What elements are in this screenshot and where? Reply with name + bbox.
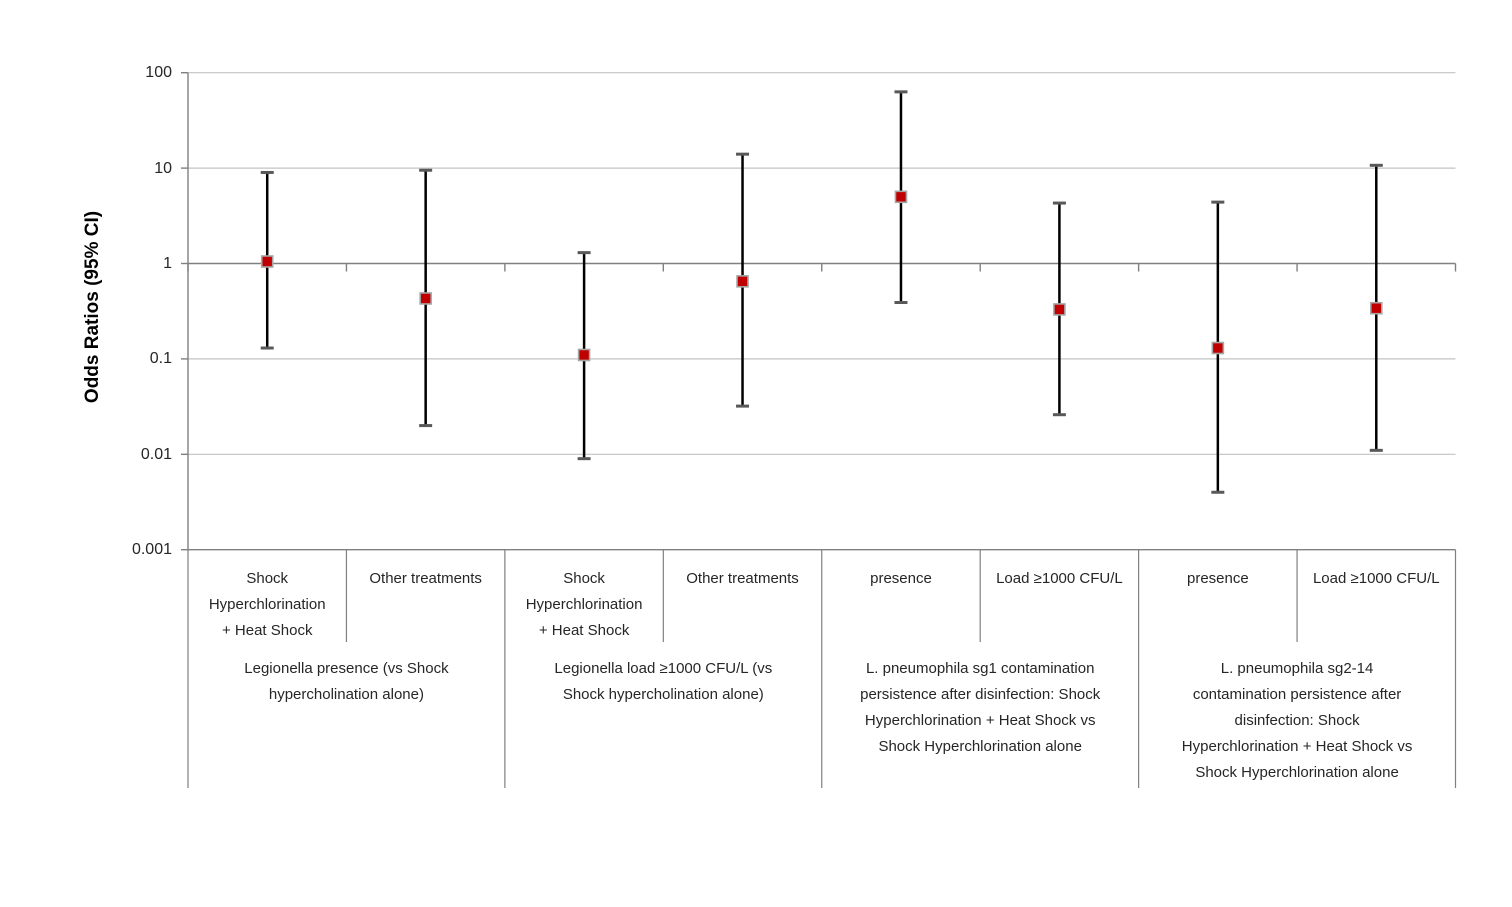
ci-error-bar [894,90,908,305]
y-tick-label: 0.001 [131,541,172,559]
category-label: Other treatments [369,570,482,587]
group-label: L. pneumophila sg2-14 contamination pers… [1181,660,1413,781]
or-marker [1053,303,1066,316]
category-label: Load ≥1000 CFU/L [996,570,1123,587]
ci-error-bar [260,170,274,350]
ci-error-bar [1052,201,1066,417]
category-label: Load ≥1000 CFU/L [1312,570,1440,587]
or-marker [419,292,432,305]
y-tick-label: 100 [145,64,172,82]
or-marker [1369,301,1383,315]
or-marker [894,190,908,204]
ci-error-bar [1211,200,1225,494]
ci-error-bar [736,152,750,408]
ci-error-bar [1369,163,1383,452]
group-label: Legionella presence (vs Shock hypercholi… [244,660,449,703]
or-marker [260,255,274,268]
ci-error-bar [577,251,591,461]
y-tick-label: 0.01 [140,445,172,463]
y-tick-label: 10 [154,159,172,177]
or-marker [577,348,591,362]
y-tick-label: 0.1 [149,350,172,368]
category-label: presence [870,570,932,587]
group-label: L. pneumophila sg1 contamination persist… [860,660,1101,755]
category-label: Shock Hyperchlorination + Heat Shock [525,570,643,639]
group-label: Legionella load ≥1000 CFU/L (vs Shock hy… [554,660,773,703]
category-label: presence [1186,570,1249,587]
category-label: Shock Hyperchlorination + Heat Shock [208,570,326,639]
or-marker [736,275,749,288]
or-marker [1211,341,1225,355]
y-tick-label: 1 [163,255,172,272]
category-label: Other treatments [686,570,799,587]
ci-error-bar [419,168,433,428]
